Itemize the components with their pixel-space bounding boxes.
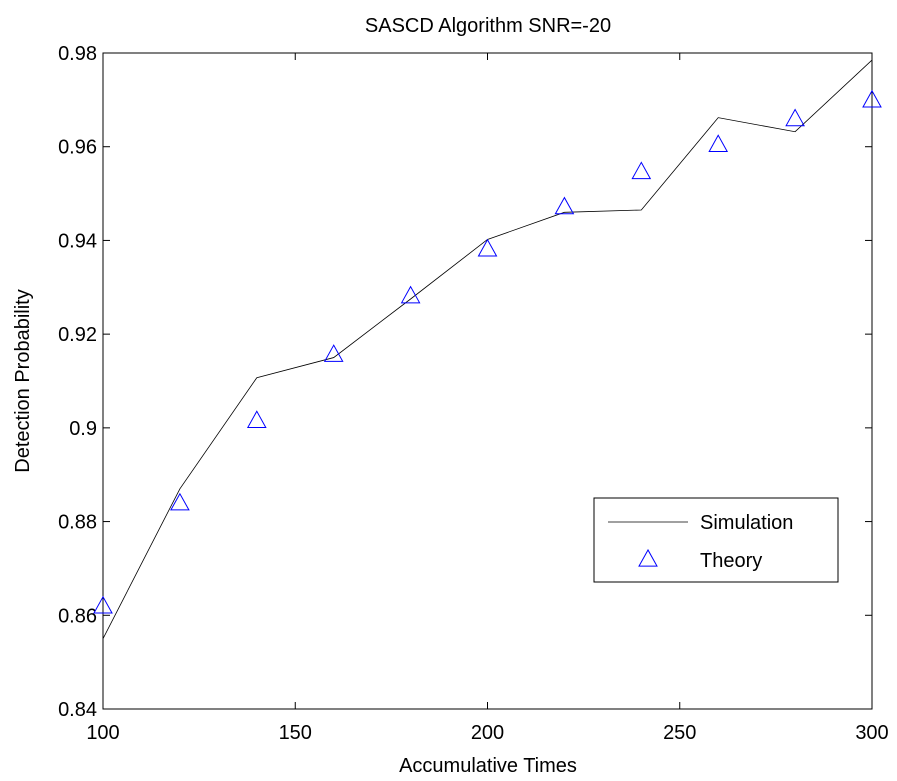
axis-tick-labels: 100 150 200 250 300 0.84 0.86 0.88 0.9 0.92 0.94 0.… <box>58 43 889 744</box>
theory-marker <box>785 108 805 127</box>
x-axis-title: Accumulative Times <box>399 755 577 777</box>
y-tick-label: 0.98 <box>58 43 97 65</box>
x-tick-label: 100 <box>86 722 119 744</box>
y-tick-label: 0.84 <box>58 699 97 721</box>
theory-marker <box>477 238 498 257</box>
x-tick-label: 250 <box>663 722 696 744</box>
chart-title: SASCD Algorithm SNR=-20 <box>365 15 611 37</box>
axis-ticks <box>102 52 873 710</box>
y-tick-label: 0.88 <box>58 512 97 534</box>
x-tick-label: 150 <box>279 722 312 744</box>
legend: Simulation Theory <box>593 497 839 583</box>
y-tick-label: 0.94 <box>58 230 97 252</box>
legend-triangle-swatch <box>638 548 658 567</box>
x-tick-label: 300 <box>855 722 888 744</box>
theory-marker <box>554 196 575 215</box>
plot-frame <box>102 52 873 710</box>
legend-label: Simulation <box>700 512 793 534</box>
y-tick-label: 0.96 <box>58 137 97 159</box>
theory-marker <box>400 285 421 304</box>
x-tick-label: 200 <box>471 722 504 744</box>
y-tick-label: 0.92 <box>58 324 97 346</box>
y-tick-label: 0.9 <box>69 418 97 440</box>
theory-marker <box>93 595 113 614</box>
y-axis-title: Detection Probability <box>12 289 34 472</box>
theory-marker <box>631 161 652 180</box>
series-layer <box>93 59 882 639</box>
theory-marker <box>862 89 882 108</box>
theory-marker <box>708 134 729 152</box>
legend-box <box>593 497 839 583</box>
y-tick-label: 0.86 <box>58 605 97 627</box>
theory-marker <box>323 344 344 362</box>
legend-label: Theory <box>700 550 762 572</box>
theory-marker <box>246 410 267 428</box>
theory-marker <box>170 492 190 511</box>
